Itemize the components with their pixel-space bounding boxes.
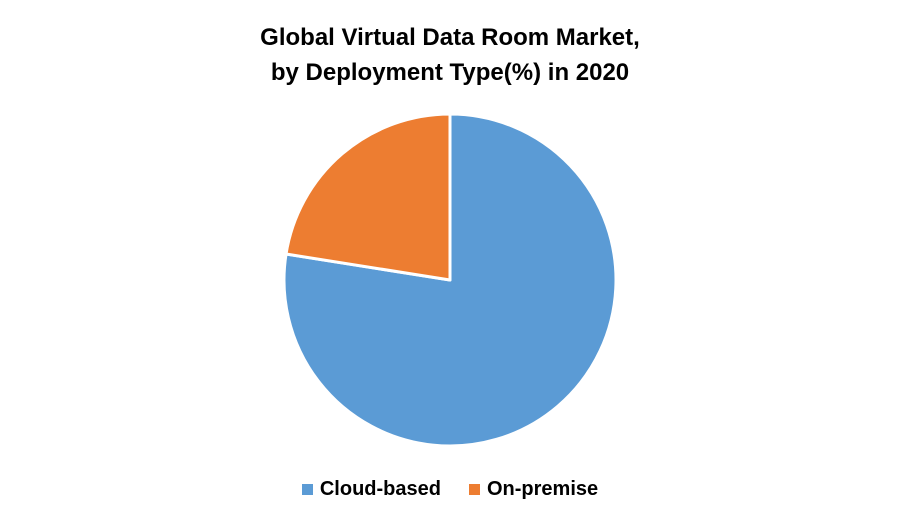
chart-title: Global Virtual Data Room Market, by Depl…	[0, 20, 900, 90]
legend: Cloud-based On-premise	[0, 478, 900, 501]
pie-slice-on-premise	[284, 112, 452, 282]
legend-swatch-on-premise	[468, 484, 480, 495]
legend-swatch-cloud-based	[301, 484, 313, 495]
legend-label-on-premise: On-premise	[486, 478, 599, 500]
legend-item-cloud-based: Cloud-based	[301, 478, 441, 501]
chart-title-line-2: by Deployment Type(%) in 2020	[270, 59, 630, 86]
legend-label-cloud-based: Cloud-based	[319, 478, 441, 500]
chart-title-line-1: Global Virtual Data Room Market,	[260, 24, 640, 51]
legend-item-on-premise: On-premise	[468, 478, 599, 501]
pie-slices	[282, 112, 618, 448]
